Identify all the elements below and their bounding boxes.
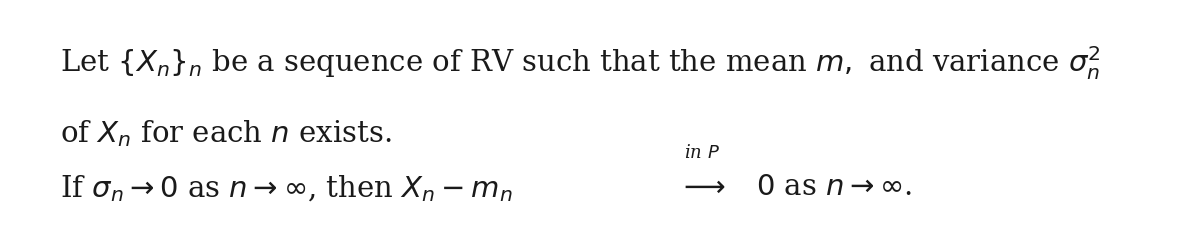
- Text: If $\sigma_n \to 0$ as $n \to \infty$, then $X_n - m_n$: If $\sigma_n \to 0$ as $n \to \infty$, t…: [60, 173, 512, 204]
- Text: in $P$: in $P$: [684, 144, 720, 162]
- Text: Let $\{X_n\}_n$ be a sequence of RV such that the mean $m,$ and variance $\sigma: Let $\{X_n\}_n$ be a sequence of RV such…: [60, 44, 1100, 82]
- Text: $\longrightarrow$: $\longrightarrow$: [678, 173, 726, 201]
- Text: $0$ as $n \to \infty$.: $0$ as $n \to \infty$.: [756, 173, 912, 201]
- Text: of $X_n$ for each $n$ exists.: of $X_n$ for each $n$ exists.: [60, 119, 391, 149]
